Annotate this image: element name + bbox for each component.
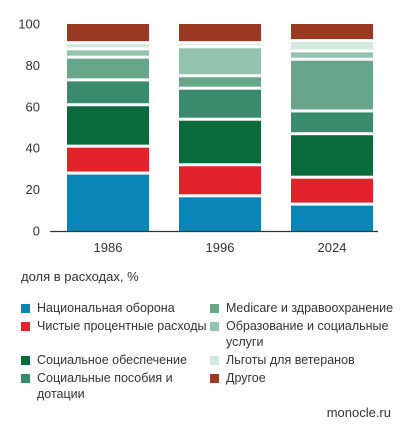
legend-label: Льготы для ветеранов bbox=[226, 353, 355, 367]
legend-swatch bbox=[21, 356, 30, 365]
stacked-bar-chart: 0 20 40 60 80 100 1986 1996 2024 bbox=[18, 17, 378, 255]
y-tick-label: 80 bbox=[26, 58, 40, 73]
bars bbox=[67, 24, 373, 231]
legend-swatch bbox=[210, 374, 219, 383]
legend-label: Чистые процентные расходы bbox=[37, 319, 207, 333]
bar-segment bbox=[179, 166, 261, 195]
legend-swatch bbox=[21, 304, 30, 313]
legend-item: Национальная оборона bbox=[21, 300, 210, 316]
legend-swatch bbox=[21, 374, 30, 383]
bar-segment bbox=[179, 48, 261, 75]
legend-item: Социальное обеспечение bbox=[21, 352, 210, 368]
y-tick-label: 40 bbox=[26, 141, 40, 156]
legend-item: Medicare и здравоохранение bbox=[210, 300, 396, 316]
legend-swatch bbox=[21, 322, 30, 331]
bar-segment bbox=[291, 178, 373, 203]
bar-segment bbox=[67, 58, 149, 79]
x-tick-label: 1996 bbox=[206, 240, 235, 255]
legend-item: Образование и социальные услуги bbox=[210, 318, 396, 350]
legend-label: Социальное обеспечение bbox=[37, 353, 187, 367]
bar-segment bbox=[67, 81, 149, 104]
bar-segment bbox=[67, 106, 149, 145]
legend-label: Другое bbox=[226, 371, 266, 385]
legend-swatch bbox=[210, 322, 219, 331]
legend-item: Чистые процентные расходы bbox=[21, 318, 210, 350]
bar-segment bbox=[291, 52, 373, 58]
legend-item: Социальные пособия и дотации bbox=[21, 370, 210, 402]
bar-segment bbox=[67, 50, 149, 56]
legend: Национальная оборона Medicare и здравоохр… bbox=[21, 300, 396, 402]
y-tick-label: 100 bbox=[18, 17, 40, 32]
source-label: monocle.ru bbox=[326, 405, 391, 420]
x-tick-label: 2024 bbox=[318, 240, 347, 255]
legend-item: Льготы для ветеранов bbox=[210, 352, 396, 368]
y-axis-ticks: 0 20 40 60 80 100 bbox=[18, 17, 40, 239]
bar-segment bbox=[67, 44, 149, 48]
bar-segment bbox=[179, 120, 261, 164]
bar-segment bbox=[179, 24, 261, 42]
bar-segment bbox=[67, 147, 149, 172]
legend-swatch bbox=[210, 356, 219, 365]
bar-segment bbox=[179, 197, 261, 231]
bar-segment bbox=[179, 89, 261, 118]
bar-segment bbox=[179, 77, 261, 87]
legend-swatch bbox=[210, 304, 219, 313]
legend-label: Социальные пособия и дотации bbox=[37, 371, 173, 401]
bar-segment bbox=[67, 24, 149, 42]
bar-segment bbox=[291, 60, 373, 110]
y-tick-label: 0 bbox=[33, 224, 40, 239]
bar-segment bbox=[291, 205, 373, 231]
bar-segment bbox=[291, 42, 373, 50]
x-tick-label: 1986 bbox=[94, 240, 123, 255]
bar-segment bbox=[291, 112, 373, 133]
bar-segment bbox=[291, 24, 373, 40]
y-tick-label: 60 bbox=[26, 99, 40, 114]
bar-segment bbox=[179, 44, 261, 46]
legend-label: Образование и социальные услуги bbox=[226, 319, 389, 349]
legend-label: Medicare и здравоохранение bbox=[226, 301, 394, 315]
y-axis-label: доля в расходах, % bbox=[21, 269, 139, 284]
legend-item: Другое bbox=[210, 370, 396, 402]
bar-segment bbox=[291, 135, 373, 176]
bar-segment bbox=[67, 174, 149, 231]
y-tick-label: 20 bbox=[26, 182, 40, 197]
x-axis-labels: 1986 1996 2024 bbox=[94, 240, 347, 255]
legend-label: Национальная оборона bbox=[37, 301, 175, 315]
